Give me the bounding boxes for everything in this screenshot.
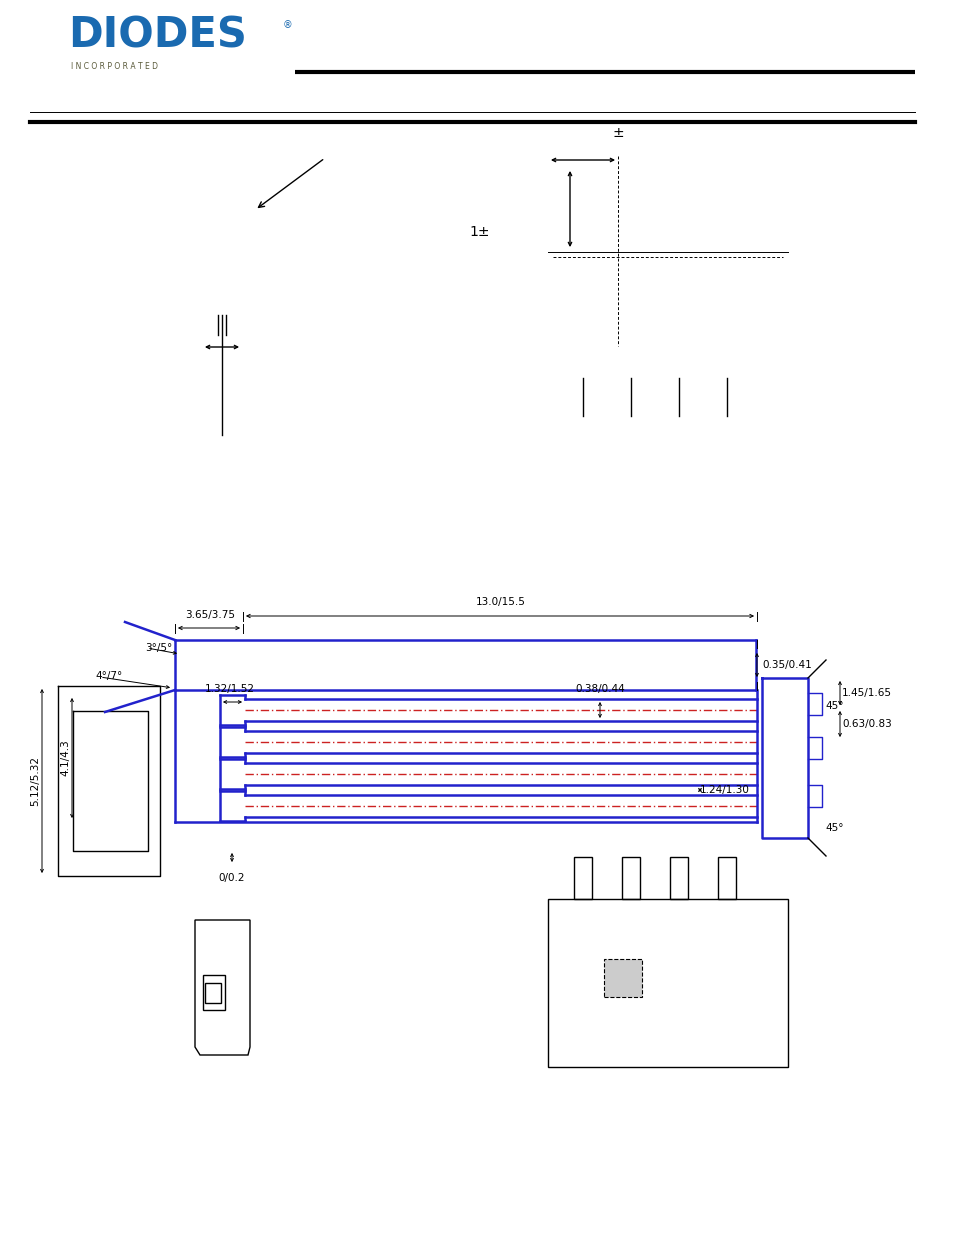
Text: 13.0/15.5: 13.0/15.5 (476, 597, 525, 606)
Text: 0.63/0.83: 0.63/0.83 (841, 719, 891, 729)
Text: 1.24/1.30: 1.24/1.30 (700, 785, 749, 795)
Polygon shape (603, 960, 641, 997)
Text: 0/0.2: 0/0.2 (218, 873, 245, 883)
Text: 5.12/5.32: 5.12/5.32 (30, 756, 40, 806)
Text: 4.1/4.3: 4.1/4.3 (60, 740, 70, 777)
Text: 45°: 45° (824, 823, 842, 832)
Text: DIODES: DIODES (68, 15, 247, 57)
Text: 0.38/0.44: 0.38/0.44 (575, 684, 624, 694)
Text: 4°/7°: 4°/7° (95, 671, 122, 680)
Text: 45°: 45° (824, 701, 842, 711)
Text: 1.45/1.65: 1.45/1.65 (841, 688, 891, 698)
Text: ®: ® (283, 20, 293, 30)
Text: 1.32/1.52: 1.32/1.52 (205, 684, 254, 694)
Text: 0.35/0.41: 0.35/0.41 (761, 659, 811, 671)
Text: 3°/5°: 3°/5° (145, 643, 172, 653)
Text: ±: ± (612, 126, 623, 140)
Text: I N C O R P O R A T E D: I N C O R P O R A T E D (71, 62, 158, 70)
Text: 1±: 1± (469, 225, 490, 240)
Text: 3.65/3.75: 3.65/3.75 (185, 610, 234, 620)
